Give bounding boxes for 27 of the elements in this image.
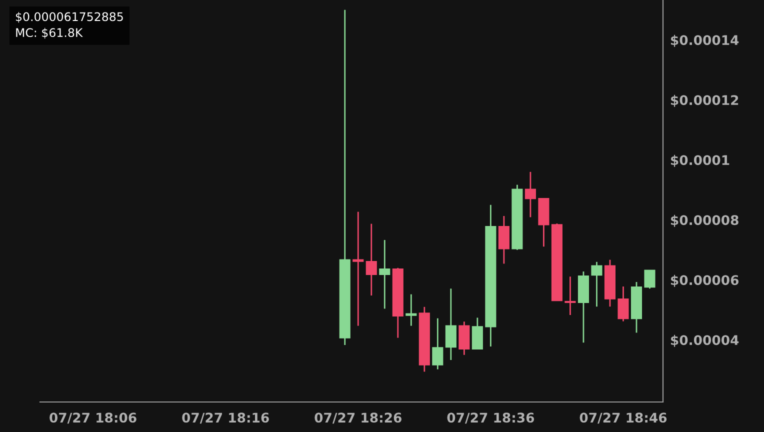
annotation: $0.000061752885 (16, 12, 123, 23)
x-tick-label: 07/27 18:06 (50, 412, 136, 424)
candlestick (352, 211, 364, 326)
candlestick (432, 318, 444, 370)
candlestick (458, 320, 470, 356)
y-tick-label: $0.00006 (670, 274, 739, 287)
candlestick (366, 223, 377, 296)
candlestick (445, 288, 456, 361)
candlestick (591, 261, 602, 308)
candlestick (472, 317, 483, 350)
candlestick (564, 276, 576, 316)
x-tick-label: 07/27 18:16 (182, 412, 269, 424)
y-tick-label: $0.00014 (670, 34, 739, 47)
candlestick (379, 239, 390, 310)
y-tick-label: $0.00004 (670, 334, 739, 347)
candlestick (524, 171, 536, 218)
y-tick-label: $0.00008 (670, 214, 738, 227)
x-tick-label: 07/27 18:46 (580, 412, 667, 424)
candlestick (644, 270, 656, 290)
candlestick (406, 294, 417, 326)
candlestick (618, 286, 629, 322)
x-tick-label: 07/27 18:36 (447, 412, 534, 424)
candlestick (498, 215, 510, 264)
annotation: MC: $61.8K (16, 28, 83, 39)
y-tick-label: $0.00012 (670, 94, 738, 107)
y-tick-label: $0.0001 (670, 154, 730, 167)
x-tick-label: 07/27 18:26 (314, 412, 402, 424)
